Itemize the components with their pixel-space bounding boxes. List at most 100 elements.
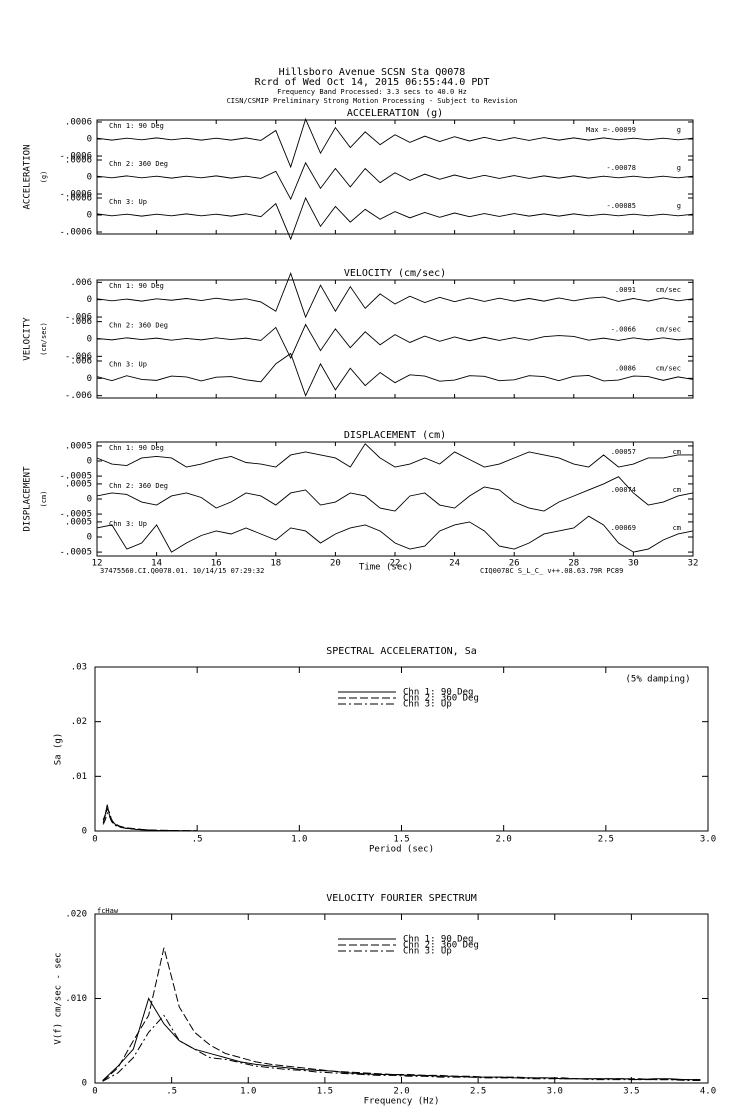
y-tick-label: .0006 xyxy=(65,117,92,127)
y-tick-label: .006 xyxy=(70,356,92,366)
y-tick-label: 0 xyxy=(87,295,92,305)
trace xyxy=(96,476,694,512)
y-tick-label: -.006 xyxy=(65,391,92,401)
x-tick-label: .5 xyxy=(166,1087,177,1097)
record-note: CIQ0078C S_L_C_ v++.08.63.79R PC89 xyxy=(480,567,623,575)
y-axis-label: ACCELERATION xyxy=(23,144,33,209)
channel-name: Chn 1: 90 Deg xyxy=(109,282,164,290)
x-tick-label: 30 xyxy=(628,559,639,569)
peak-label: .00069 xyxy=(611,524,636,532)
peak-unit: cm/sec xyxy=(656,286,681,294)
x-tick-label: 3.0 xyxy=(700,835,716,845)
x-tick-label: 32 xyxy=(688,559,699,569)
trace xyxy=(96,196,694,241)
trace xyxy=(96,161,694,201)
y-tick-label: .020 xyxy=(65,910,87,920)
y-tick-label: -.0006 xyxy=(59,190,92,200)
plot-frame xyxy=(94,913,709,1084)
channel-name: Chn 1: 90 Deg xyxy=(109,122,164,130)
peak-prefix: Max = xyxy=(586,126,607,134)
panel-title: DISPLACEMENT (cm) xyxy=(344,430,446,441)
station-title: Hillsboro Avenue SCSN Sta Q0078 xyxy=(279,67,466,78)
legend-label: Chn 2: 360 Deg xyxy=(403,941,479,951)
annotation: fcHaw xyxy=(97,907,119,915)
peak-label: .0086 xyxy=(615,365,636,373)
peak-label: .00057 xyxy=(611,448,636,456)
x-tick-label: 3.0 xyxy=(547,1087,563,1097)
y-tick-label: .010 xyxy=(65,994,87,1004)
trace xyxy=(96,272,694,319)
y-tick-label: .01 xyxy=(71,772,87,782)
spectrum-line xyxy=(102,947,701,1082)
y-tick-label: -.0006 xyxy=(59,152,92,162)
x-tick-label: 0 xyxy=(92,1087,97,1097)
y-axis-label: Sa (g) xyxy=(54,733,64,766)
y-tick-label: 0 xyxy=(87,457,92,467)
y-tick-label: -.0005 xyxy=(59,548,92,558)
trace xyxy=(96,515,694,553)
x-tick-label: 1.5 xyxy=(317,1087,333,1097)
trace xyxy=(96,323,694,360)
y-tick-label: 0 xyxy=(87,173,92,183)
peak-label: .0091 xyxy=(615,286,636,294)
spectrum-line xyxy=(102,808,198,832)
peak-label: -.0066 xyxy=(611,325,636,333)
spectrum-line xyxy=(102,997,701,1081)
peak-unit: g xyxy=(677,202,681,210)
x-tick-label: 4.0 xyxy=(700,1087,716,1097)
x-tick-label: 2.0 xyxy=(496,835,512,845)
x-tick-label: 3.5 xyxy=(623,1087,639,1097)
y-tick-label: .006 xyxy=(70,317,92,327)
y-axis-label: VELOCITY xyxy=(23,317,33,361)
y-tick-label: 0 xyxy=(82,1079,87,1089)
y-tick-label: .0005 xyxy=(65,441,92,451)
y-axis-label: DISPLACEMENT xyxy=(23,466,33,532)
x-axis-label: Time (sec) xyxy=(359,563,413,573)
x-axis-label: Frequency (Hz) xyxy=(364,1097,440,1107)
plot-frame xyxy=(94,666,709,832)
channel-name: Chn 3: Up xyxy=(109,198,147,206)
y-tick-label: .0006 xyxy=(65,193,92,203)
y-tick-label: .0006 xyxy=(65,155,92,165)
x-tick-label: 2.0 xyxy=(393,1087,409,1097)
x-tick-label: 26 xyxy=(509,559,520,569)
channel-name: Chn 3: Up xyxy=(109,361,147,369)
peak-label: -.00078 xyxy=(606,164,636,172)
panel-title: VELOCITY (cm/sec) xyxy=(344,268,446,279)
y-tick-label: 0 xyxy=(87,533,92,543)
y-tick-label: 0 xyxy=(82,827,87,837)
legend-label: Chn 1: 90 Deg xyxy=(403,688,473,698)
legend-label: Chn 1: 90 Deg xyxy=(403,935,473,945)
trace xyxy=(96,352,694,397)
peak-unit: cm/sec xyxy=(656,365,681,373)
legend-label: Chn 3: Up xyxy=(403,700,452,710)
y-tick-label: -.0005 xyxy=(59,510,92,520)
y-tick-label: 0 xyxy=(87,211,92,221)
processing-note: CISN/CSMIP Preliminary Strong Motion Pro… xyxy=(227,97,518,105)
x-tick-label: 18 xyxy=(270,559,281,569)
peak-unit: cm xyxy=(673,524,681,532)
panel-title: ACCELERATION (g) xyxy=(347,108,443,119)
y-tick-label: -.006 xyxy=(65,352,92,362)
y-tick-label: 0 xyxy=(87,335,92,345)
y-axis-label: V(f) cm/sec - sec xyxy=(54,952,64,1044)
channel-name: Chn 2: 360 Deg xyxy=(109,160,168,168)
x-tick-label: 2.5 xyxy=(470,1087,486,1097)
peak-unit: g xyxy=(677,126,681,134)
peak-label: .00074 xyxy=(611,486,636,494)
chart-title: VELOCITY FOURIER SPECTRUM xyxy=(326,893,477,904)
x-tick-label: 20 xyxy=(330,559,341,569)
peak-label: -.00099 xyxy=(606,126,636,134)
peak-unit: cm xyxy=(673,448,681,456)
x-tick-label: 28 xyxy=(568,559,579,569)
spectrum-line xyxy=(102,1014,701,1082)
plot-frame xyxy=(96,119,694,235)
channel-name: Chn 2: 360 Deg xyxy=(109,482,168,490)
trace xyxy=(96,443,693,468)
spectrum-line xyxy=(102,811,198,832)
x-tick-label: 22 xyxy=(390,559,401,569)
x-tick-label: 1.0 xyxy=(240,1087,256,1097)
y-tick-label: -.0005 xyxy=(59,472,92,482)
x-tick-label: 14 xyxy=(151,559,162,569)
